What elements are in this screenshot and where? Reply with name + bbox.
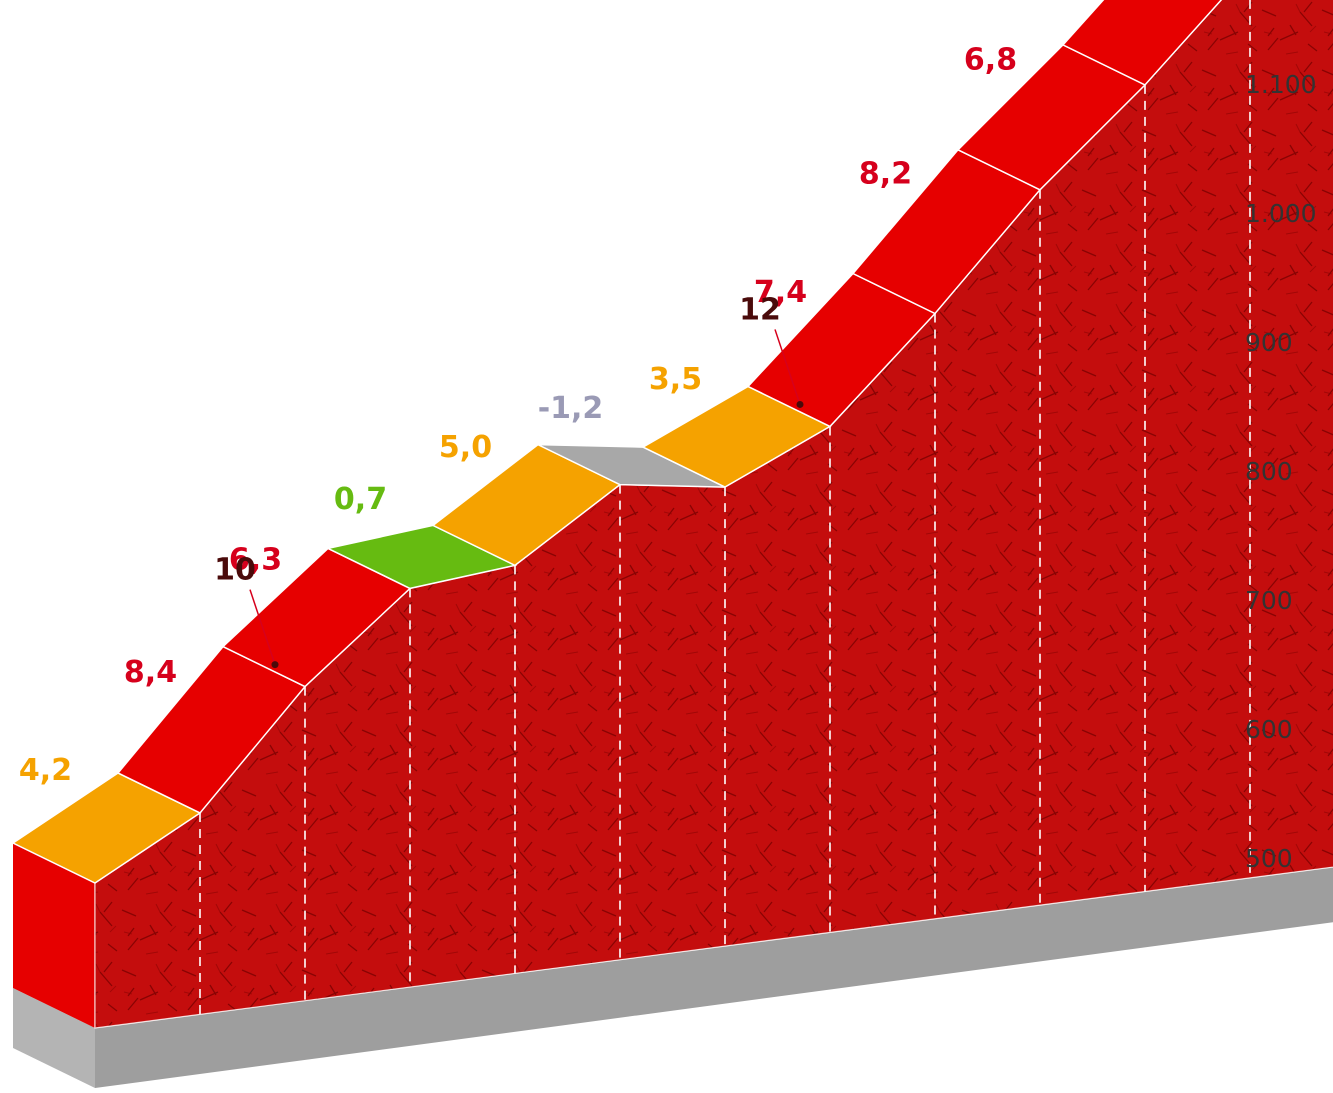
base-side-face [13,988,95,1088]
gradient-label: 8,4 [124,655,177,690]
gradient-label: 6,3 [229,543,282,578]
gradient-label: -1,2 [538,391,604,426]
gradient-label: 0,7 [334,482,387,517]
altitude-tick-label: 800 [1245,457,1293,486]
gradient-label: 3,5 [649,362,702,397]
profile-side-face [13,843,95,1028]
altitude-tick-label: 1.000 [1245,199,1317,228]
max-gradient-dot [271,661,279,669]
segment-top-11 [1061,0,1223,86]
altitude-tick-label: 500 [1245,844,1293,873]
max-gradient-label: 10 [214,553,256,588]
max-gradient-leader [774,329,801,405]
gradient-labels: 4,28,46,30,75,0-1,23,57,48,26,87,75,0101… [19,42,1017,788]
max-gradient-leader [249,589,276,665]
profile-top-surface [11,0,1223,884]
gradient-label: 7,4 [754,275,807,310]
gradient-label: 5,0 [439,430,492,465]
altitude-tick-label: 700 [1245,586,1293,615]
altitude-tick-label: 1.100 [1245,70,1317,99]
gradient-label: 8,2 [859,157,912,192]
max-gradient-dot [796,400,804,408]
base-front-face [95,867,1333,1088]
altitude-tick-label: 600 [1245,715,1293,744]
gradient-label: 6,8 [964,42,1017,77]
profile-wall [13,0,1333,1029]
max-gradient-label: 12 [739,292,781,327]
gradient-label: 4,2 [19,753,72,788]
altitude-tick-label: 900 [1245,328,1293,357]
profile-wall-tint [95,0,1333,1028]
altitude-axis: 500 600 700 800 900 1.000 1.100 [1245,70,1317,873]
